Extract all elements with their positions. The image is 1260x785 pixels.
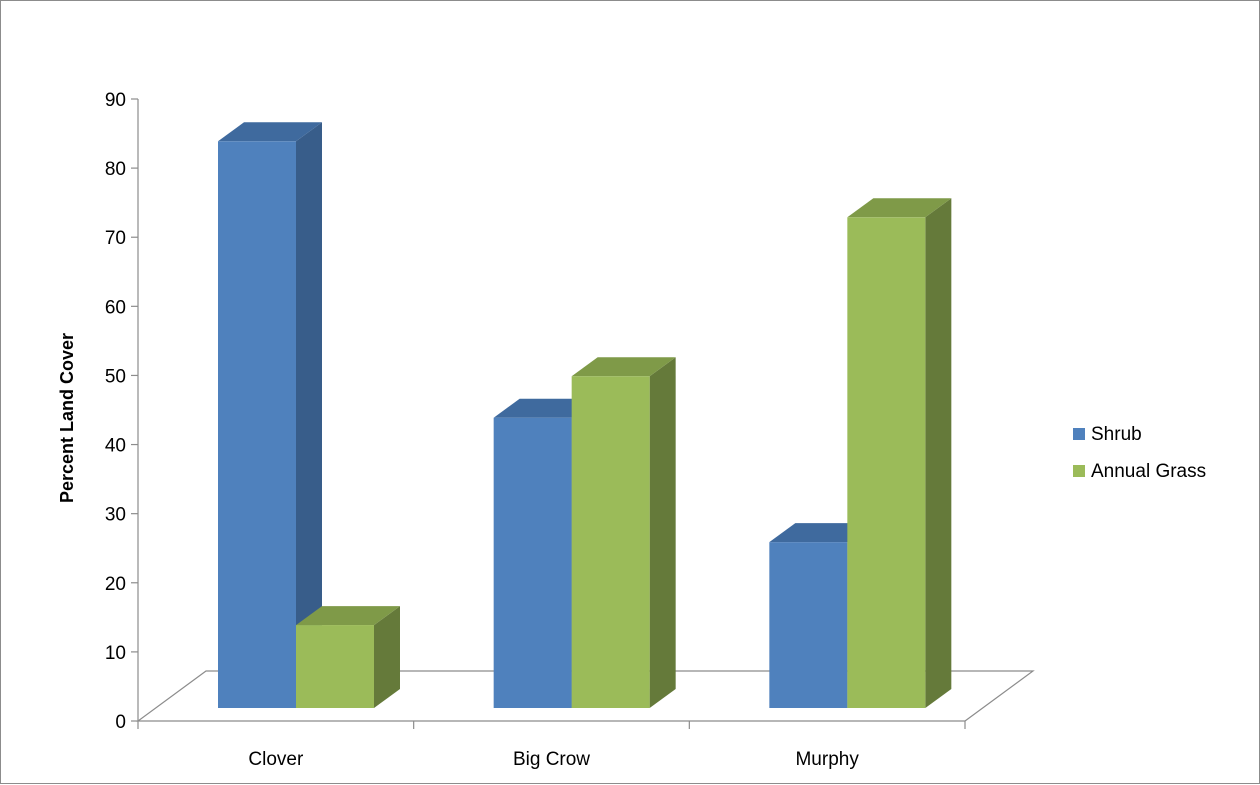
y-tick-label: 70 xyxy=(105,228,126,249)
bar-clover-annual-grass xyxy=(296,606,400,708)
y-tick-label: 60 xyxy=(105,297,126,318)
legend-label: Annual Grass xyxy=(1091,461,1206,482)
legend-label: Shrub xyxy=(1091,424,1142,445)
y-tick-label: 80 xyxy=(105,159,126,180)
bar-top xyxy=(296,606,400,626)
bar-front xyxy=(296,625,374,708)
legend-swatch xyxy=(1073,428,1085,440)
bar-top xyxy=(847,198,952,218)
bar-top xyxy=(218,122,322,142)
bar-side xyxy=(925,198,952,709)
y-tick-label: 0 xyxy=(115,712,126,733)
bar-murphy-annual-grass xyxy=(847,198,952,709)
y-tick-label: 90 xyxy=(105,90,126,111)
axes xyxy=(131,98,966,729)
y-tick-label: 10 xyxy=(105,643,126,664)
legend-swatch xyxy=(1073,465,1085,477)
x-tick-label: Big Crow xyxy=(513,749,590,770)
x-tick-label: Clover xyxy=(248,749,304,770)
bar-front xyxy=(571,376,650,708)
bar-front xyxy=(493,417,572,708)
bars xyxy=(218,122,952,709)
bar-front xyxy=(847,217,926,709)
bar-front xyxy=(769,542,848,708)
bar-clover-shrub xyxy=(218,122,322,709)
y-axis-title: Percent Land Cover xyxy=(57,333,77,503)
y-tick-label: 20 xyxy=(105,574,126,595)
bar-side xyxy=(296,122,322,709)
y-tick-label: 30 xyxy=(105,505,126,526)
bar-side xyxy=(649,357,676,708)
bar-side xyxy=(374,606,400,708)
y-tick-label: 40 xyxy=(105,436,126,457)
x-tick-label: Murphy xyxy=(795,749,859,770)
legend: Shrub Annual Grass xyxy=(1073,424,1206,482)
y-tick-label: 50 xyxy=(105,366,126,387)
bar-top xyxy=(571,357,676,377)
bar-big-crow-annual-grass xyxy=(571,357,676,708)
tick-labels: 0 10 20 30 40 50 60 70 80 90 Clover Big Crow Murphy xyxy=(105,90,859,770)
bar-front xyxy=(218,141,296,709)
